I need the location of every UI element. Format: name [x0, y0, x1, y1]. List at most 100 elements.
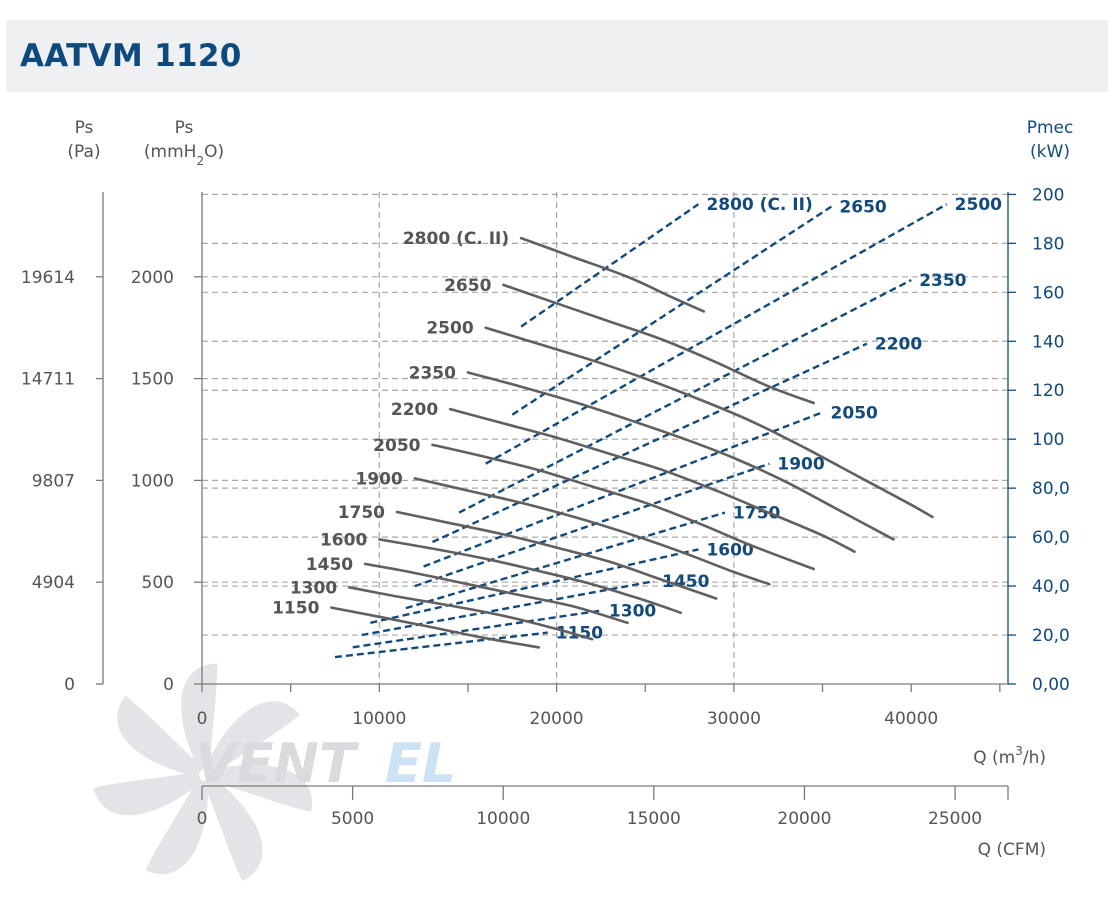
- pmec-tick-label: 120: [1032, 381, 1064, 401]
- pressure-curve-label-1150: 1150: [272, 599, 319, 619]
- pressure-curve-2350: [466, 371, 895, 541]
- pmec-tick-label: 100: [1032, 430, 1064, 450]
- power-curve-2050: [423, 411, 823, 568]
- q-cfm-axis-title: Q (CFM): [978, 840, 1046, 860]
- pmec-tick-label: 200: [1032, 185, 1064, 205]
- pressure-curve-label-1600: 1600: [320, 530, 367, 550]
- pmec-tick-label: 40,0: [1032, 577, 1070, 597]
- power-curve-label-2650: 2650: [839, 198, 886, 218]
- power-curve-label-2500: 2500: [955, 195, 1002, 215]
- q-cfm-tick-label: 10000: [476, 809, 530, 829]
- pa-tick-label: 14711: [21, 370, 75, 390]
- title-bar: AATVM 1120: [6, 20, 1108, 92]
- pa-tick-label: 19614: [21, 268, 75, 288]
- axis-labels: Ps (Pa) Ps (mmH2O) Pmec (kW) Q (m3/h) Q (CFM): [67, 118, 1073, 860]
- pressure-curve-label-1450: 1450: [306, 555, 353, 575]
- pressure-curve-label-1900: 1900: [355, 469, 402, 489]
- pressure-curve-2200: [448, 407, 856, 553]
- power-curve-label-2200: 2200: [875, 335, 922, 355]
- pressure-curve-label-2350: 2350: [409, 363, 456, 383]
- mmh2o-axis-title: Ps: [175, 118, 194, 138]
- pmec-axis-unit: (kW): [1030, 142, 1070, 162]
- pa-tick-label: 9807: [32, 471, 75, 491]
- power-curve-2800: [520, 203, 700, 328]
- q-m3h-tick-label: 0: [197, 709, 208, 729]
- power-curve-label-1150: 1150: [556, 624, 603, 644]
- mmh2o-tick-label: 500: [142, 573, 174, 593]
- pressure-curve-label-1750: 1750: [338, 503, 385, 523]
- q-cfm-tick-label: 0: [197, 809, 208, 829]
- page-title: AATVM 1120: [20, 38, 242, 74]
- logo-text-el: EL: [385, 732, 456, 795]
- pmec-tick-label: 180: [1032, 234, 1064, 254]
- pmec-tick-label: 0,00: [1032, 675, 1070, 695]
- pressure-curve-1450: [363, 562, 629, 625]
- pa-tick-label: 0: [64, 675, 75, 695]
- pressure-curve-label-2650: 2650: [444, 276, 491, 296]
- power-curve-label-2050: 2050: [831, 403, 878, 423]
- fan-blade-icon: [181, 663, 218, 771]
- pressure-curve-label-2050: 2050: [373, 436, 420, 456]
- power-curve-2500: [485, 203, 948, 465]
- fan-blade-icon: [117, 695, 204, 777]
- power-curve-1900: [414, 462, 770, 588]
- power-curve-2350: [458, 279, 912, 514]
- q-m3h-tick-label: 20000: [530, 709, 584, 729]
- logo-text-vent: VENT: [195, 732, 360, 795]
- chart-axes: 049049807147111961405001000150020000,002…: [21, 185, 1070, 829]
- pressure-curve-label-2200: 2200: [391, 400, 438, 420]
- pressure-curve-1750: [395, 510, 718, 600]
- power-curve-1600: [370, 548, 699, 624]
- q-m3h-tick-label: 10000: [352, 709, 406, 729]
- fan-blade-icon: [209, 764, 313, 812]
- power-curve-2200: [432, 342, 868, 544]
- pressure-curve-2650: [502, 283, 815, 405]
- q-m3h-tick-label: 40000: [884, 709, 938, 729]
- pressure-curves: 1150 1300 1450 1600 1750 1900 2050 2200 2350 2500…: [272, 229, 934, 649]
- mmh2o-tick-label: 0: [163, 675, 174, 695]
- fan-blade-icon: [145, 778, 209, 875]
- power-curve-label-2800: 2800 (C. II): [706, 195, 812, 215]
- power-curve-1750: [405, 511, 726, 610]
- fan-blade-icon: [205, 701, 300, 775]
- pmec-tick-label: 60,0: [1032, 528, 1070, 548]
- mmh2o-tick-label: 1500: [131, 370, 174, 390]
- pmec-tick-label: 20,0: [1032, 626, 1070, 646]
- pressure-curve-label-2500: 2500: [426, 319, 473, 339]
- pressure-curve-label-2800: 2800 (C. II): [403, 229, 509, 249]
- pressure-curve-1900: [413, 477, 771, 586]
- power-curve-1150: [334, 631, 548, 659]
- pressure-curve-1150: [330, 606, 541, 649]
- power-curve-label-1600: 1600: [706, 540, 753, 560]
- power-curve-label-1900: 1900: [777, 455, 824, 475]
- fan-blade-icon: [203, 776, 263, 881]
- q-cfm-tick-label: 15000: [627, 809, 681, 829]
- mmh2o-axis-unit: (mmH2O): [144, 142, 224, 168]
- fan-blade-icon: [93, 771, 202, 816]
- ventel-logo-watermark: VENT EL: [93, 663, 456, 881]
- q-cfm-tick-label: 20000: [777, 809, 831, 829]
- pmec-tick-label: 160: [1032, 283, 1064, 303]
- power-curve-1450: [361, 580, 655, 637]
- power-curve-label-1750: 1750: [733, 504, 780, 524]
- pa-axis-unit: (Pa): [67, 142, 100, 162]
- power-curve-label-1300: 1300: [609, 602, 656, 622]
- pressure-curve-2800: [519, 236, 706, 313]
- pressure-curve-1600: [378, 538, 682, 614]
- mmh2o-tick-label: 1000: [131, 471, 174, 491]
- pa-axis-title: Ps: [75, 118, 94, 138]
- pressure-curve-2050: [431, 443, 815, 571]
- power-curves: 1150 1300 1450 1600 1750 1900 2050 2200 2350 2500…: [334, 195, 1002, 659]
- pressure-curve-2500: [484, 326, 934, 519]
- power-curve-2650: [511, 205, 833, 416]
- pa-tick-label: 4904: [32, 573, 75, 593]
- mmh2o-tick-label: 2000: [131, 268, 174, 288]
- pmec-tick-label: 140: [1032, 332, 1064, 352]
- power-curve-1300: [352, 609, 602, 649]
- pmec-tick-label: 80,0: [1032, 479, 1070, 499]
- q-cfm-tick-label: 5000: [331, 809, 374, 829]
- chart-grid: [202, 192, 1008, 684]
- power-curve-label-1450: 1450: [662, 572, 709, 592]
- power-curve-label-2350: 2350: [919, 271, 966, 291]
